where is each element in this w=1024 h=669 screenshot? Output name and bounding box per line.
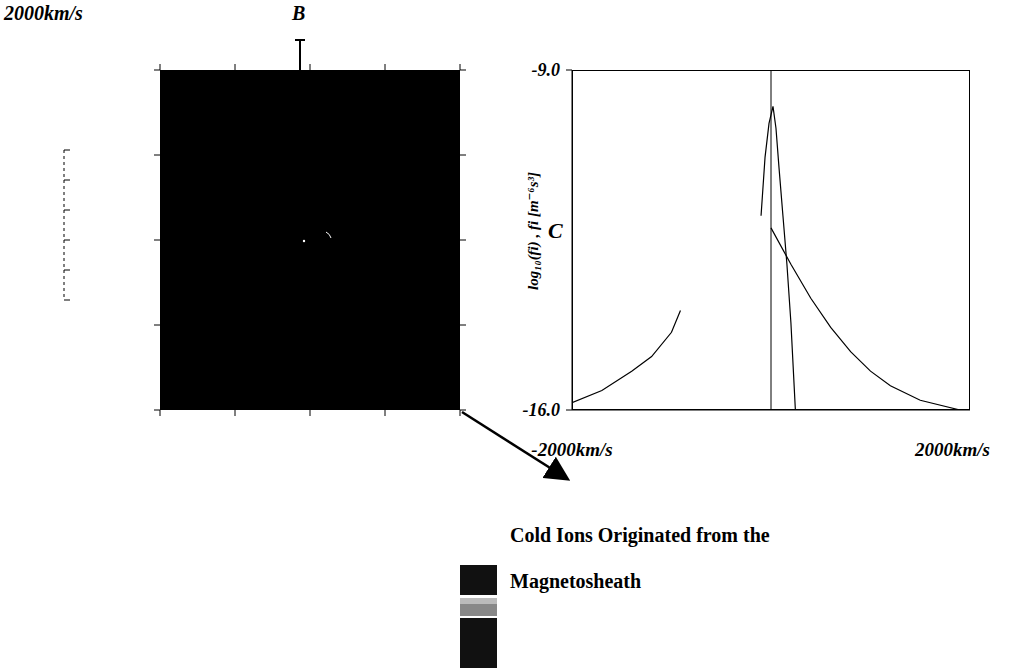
svg-text:-9.0: -9.0 bbox=[532, 60, 561, 80]
html-text:2000km/s: 2000km/s bbox=[4, 2, 83, 24]
html-text:B: B bbox=[292, 2, 306, 24]
svg-text:2000km/s: 2000km/s bbox=[914, 439, 990, 460]
html-text:Cold Ions Originated from the: Cold Ions Originated from the Magnetoshe… bbox=[510, 524, 770, 592]
html-text:C: C bbox=[548, 218, 563, 243]
svg-text:-2000km/s: -2000km/s bbox=[531, 439, 612, 460]
svg-text:-16.0: -16.0 bbox=[523, 400, 561, 420]
svg-text:log₁₀(fi) , fi [m⁻⁶s³]: log₁₀(fi) , fi [m⁻⁶s³] bbox=[525, 172, 542, 290]
